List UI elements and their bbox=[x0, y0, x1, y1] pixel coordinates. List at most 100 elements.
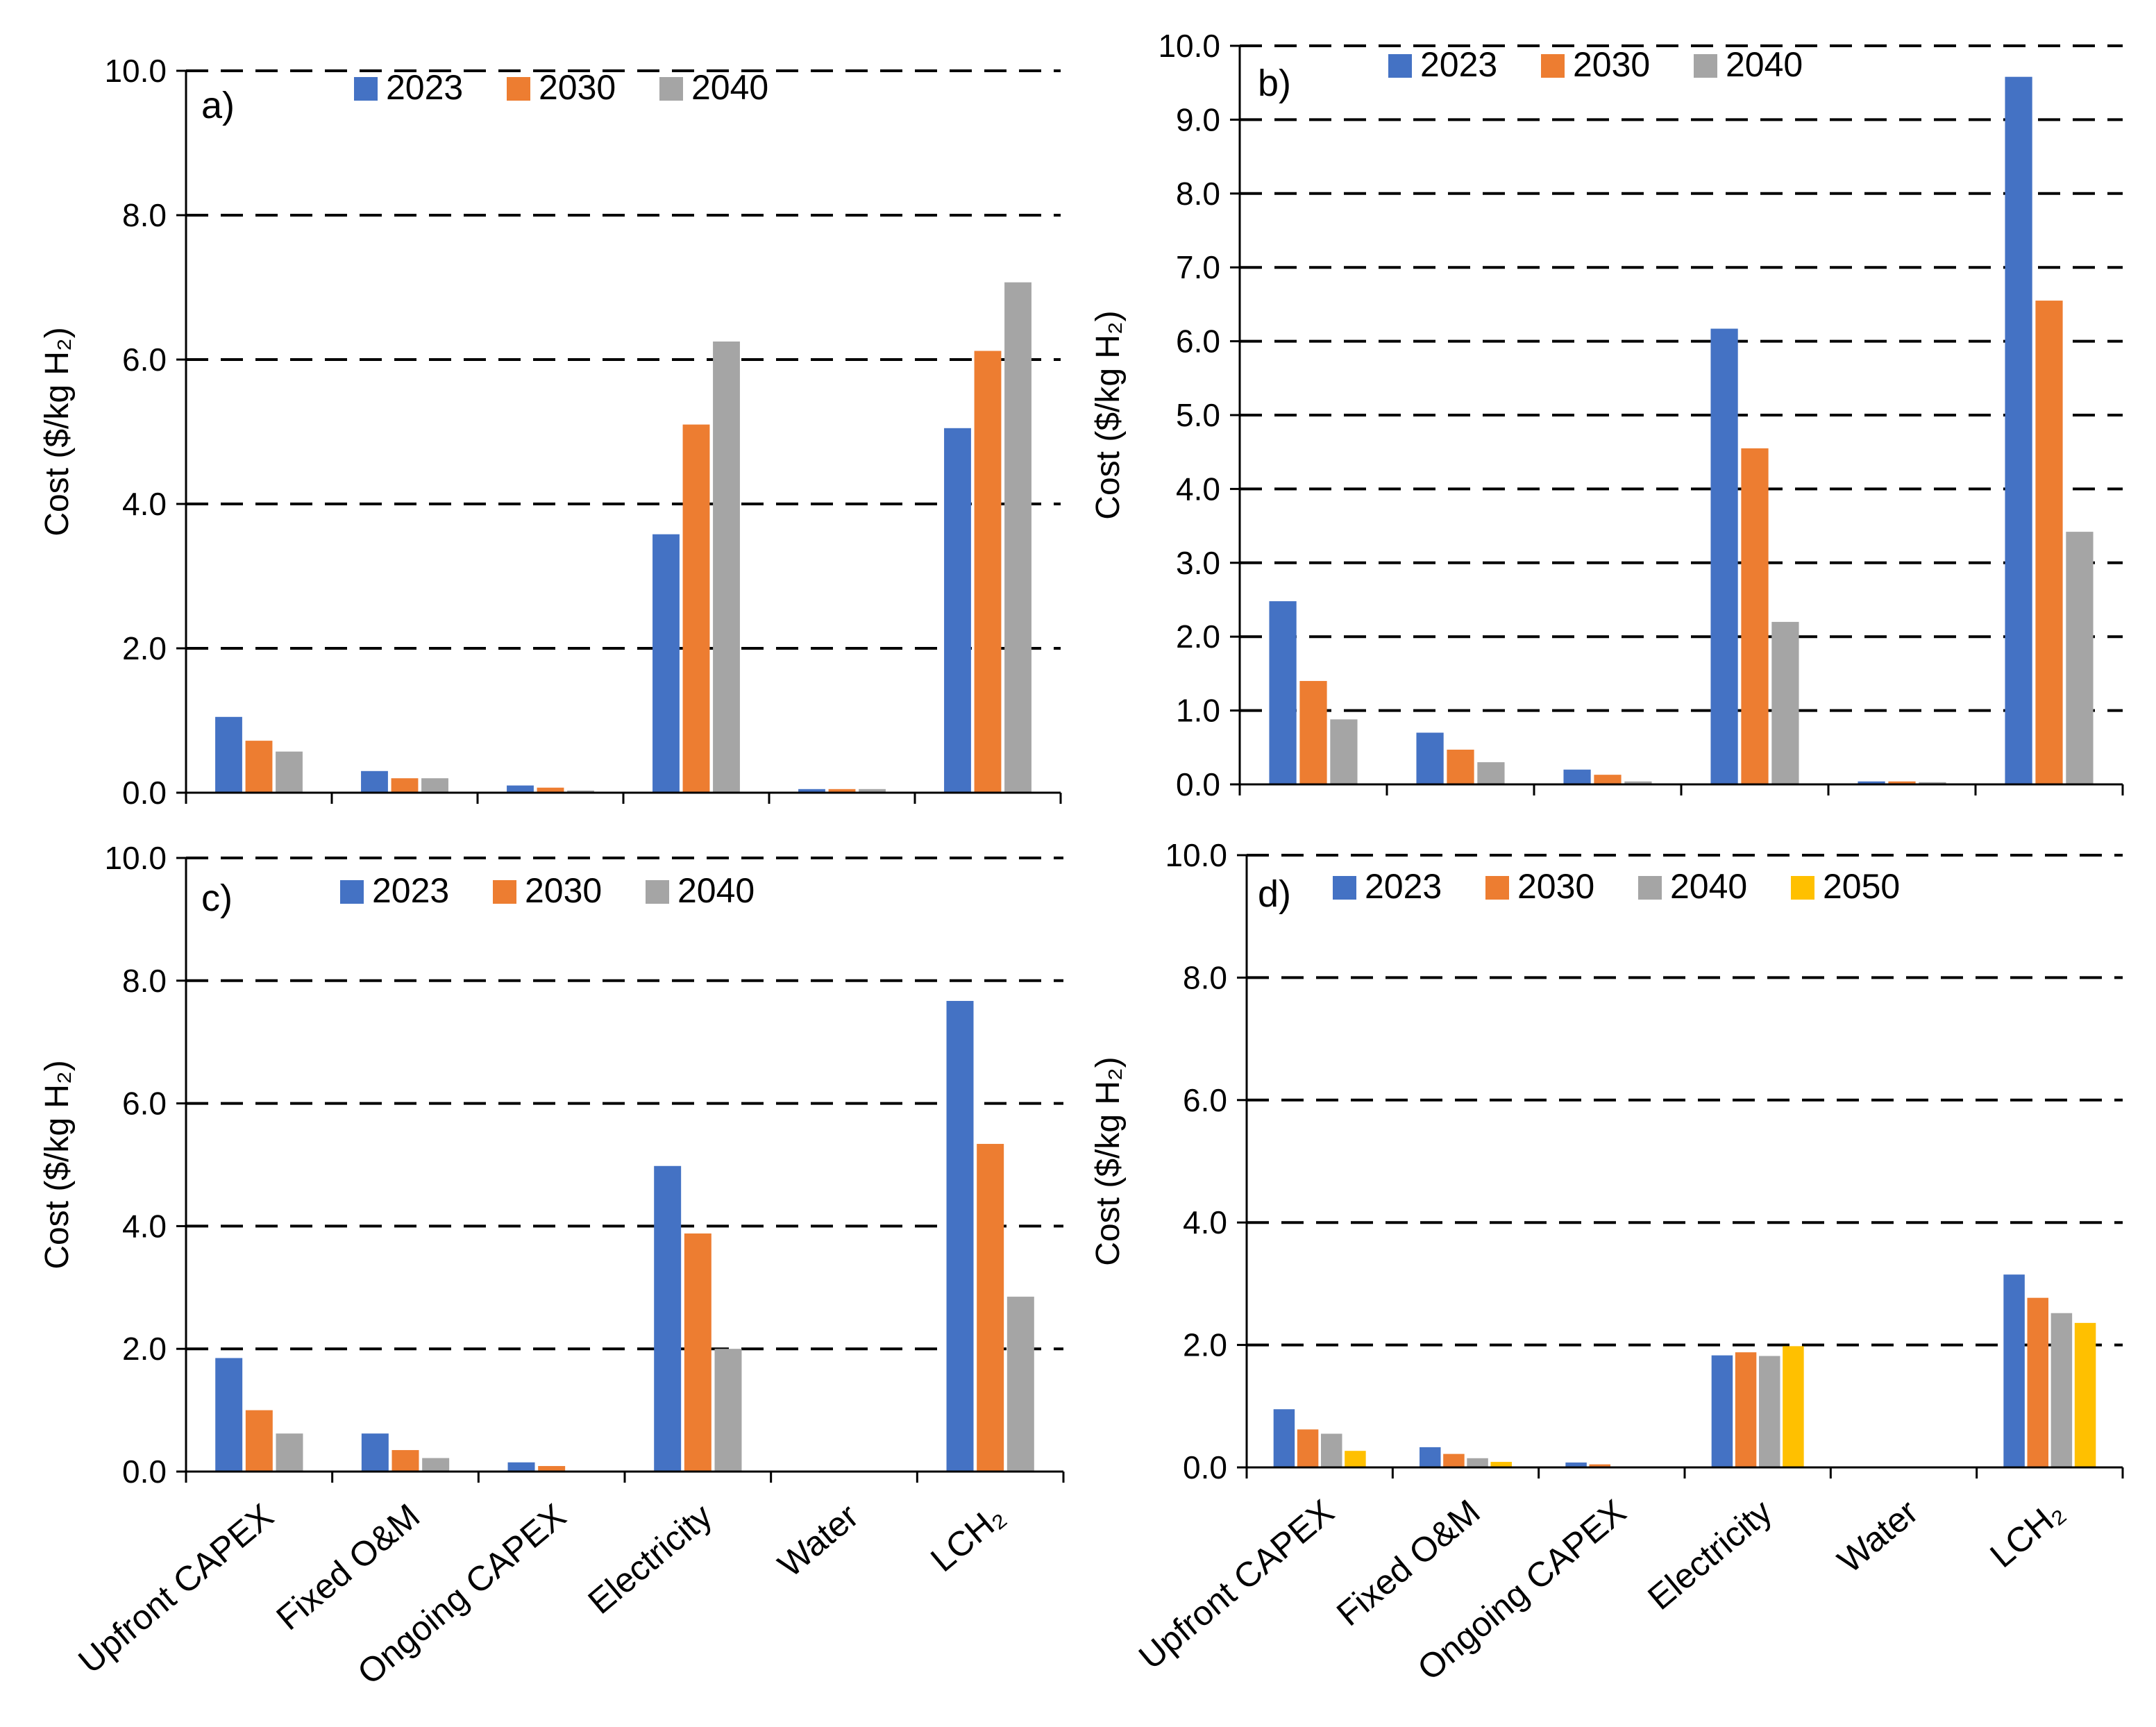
bar-2030-3 bbox=[1741, 448, 1769, 784]
y-tick-label: 10.0 bbox=[1165, 837, 1227, 873]
bar-2030-5 bbox=[2027, 1297, 2049, 1467]
bar-2023-4 bbox=[1858, 781, 1885, 784]
bar-2023-3 bbox=[652, 534, 680, 793]
y-tick-label: 10.0 bbox=[104, 53, 167, 89]
x-tick-label: Upfront CAPEX bbox=[1131, 1492, 1341, 1677]
y-tick-label: 4.0 bbox=[1183, 1204, 1227, 1240]
legend-swatch-2030 bbox=[1541, 54, 1565, 78]
bar-2040-4 bbox=[859, 789, 886, 793]
y-tick-label: 6.0 bbox=[1176, 323, 1220, 360]
y-tick-label: 4.0 bbox=[122, 1208, 167, 1244]
bar-2040-5 bbox=[2050, 1313, 2073, 1467]
bar-2040-1 bbox=[421, 778, 448, 793]
y-tick-label: 9.0 bbox=[1176, 101, 1220, 137]
bar-2030-4 bbox=[828, 789, 856, 793]
y-tick-label: 2.0 bbox=[122, 1331, 167, 1367]
x-tick-label: Upfront CAPEX bbox=[71, 1497, 280, 1681]
legend-swatch-2023 bbox=[1388, 54, 1412, 78]
y-tick-label: 6.0 bbox=[122, 1086, 167, 1122]
bar-2023-4 bbox=[798, 789, 825, 793]
bar-2023-0 bbox=[215, 1358, 243, 1472]
y-axis-label: Cost ($/kg H₂) bbox=[39, 327, 76, 536]
panel-label: c) bbox=[201, 877, 233, 919]
bar-2023-3 bbox=[1711, 1355, 1733, 1467]
y-tick-label: 3.0 bbox=[1176, 545, 1220, 581]
x-tick-label: Electricity bbox=[1640, 1492, 1779, 1617]
bar-2030-2 bbox=[538, 1466, 566, 1472]
bar-2030-0 bbox=[245, 741, 273, 793]
bar-2023-3 bbox=[654, 1165, 682, 1472]
panel-label: d) bbox=[1258, 873, 1291, 915]
bar-2030-5 bbox=[974, 351, 1002, 793]
bar-2040-1 bbox=[1467, 1458, 1488, 1467]
bar-2040-2 bbox=[1624, 781, 1652, 784]
legend-swatch-2023 bbox=[1333, 876, 1356, 900]
bar-2050-3 bbox=[1783, 1346, 1804, 1467]
bar-2030-2 bbox=[1589, 1464, 1611, 1467]
chart-panel-b: 0.0 1.0 2.0 3.0 4.0 5.0 6.0 7.0 8.0 9.0 10.0 Cost (… bbox=[1090, 28, 2124, 802]
bar-2030-4 bbox=[1888, 781, 1916, 784]
bar-2030-2 bbox=[537, 787, 564, 793]
bar-2040-2 bbox=[567, 790, 594, 793]
bar-2030-0 bbox=[245, 1410, 273, 1472]
x-tick-label: Water bbox=[1830, 1492, 1926, 1581]
legend-label: 2040 bbox=[1670, 867, 1747, 906]
legend-label: 2040 bbox=[677, 871, 755, 910]
legend-swatch-2030 bbox=[493, 880, 516, 904]
y-tick-label: 4.0 bbox=[1176, 471, 1220, 507]
legend-label: 2030 bbox=[1517, 867, 1594, 906]
y-tick-label: 2.0 bbox=[1176, 618, 1220, 655]
y-tick-label: 4.0 bbox=[122, 486, 167, 522]
y-tick-label: 8.0 bbox=[1183, 959, 1227, 995]
x-tick-label: Water bbox=[770, 1497, 866, 1585]
bar-2023-0 bbox=[1269, 601, 1297, 784]
y-tick-label: 8.0 bbox=[1176, 176, 1220, 212]
bar-2030-3 bbox=[1735, 1352, 1757, 1467]
bar-2040-3 bbox=[713, 342, 740, 793]
x-tick-label: Fixed O&M bbox=[1329, 1492, 1488, 1634]
bar-2030-5 bbox=[977, 1143, 1004, 1472]
y-tick-label: 0.0 bbox=[122, 775, 167, 811]
y-tick-label: 10.0 bbox=[104, 840, 167, 876]
bar-2040-0 bbox=[1320, 1433, 1342, 1467]
bar-2030-3 bbox=[684, 1233, 711, 1472]
legend-swatch-2040 bbox=[1694, 54, 1717, 78]
bar-2040-1 bbox=[422, 1458, 450, 1472]
bar-2050-0 bbox=[1345, 1451, 1366, 1467]
y-tick-label: 6.0 bbox=[1183, 1082, 1227, 1118]
legend-swatch-2023 bbox=[354, 77, 378, 101]
bar-2023-0 bbox=[1273, 1409, 1295, 1467]
bar-2023-3 bbox=[1710, 328, 1738, 785]
y-tick-label: 1.0 bbox=[1176, 693, 1220, 729]
bar-2023-5 bbox=[944, 428, 971, 793]
bar-2030-0 bbox=[1299, 681, 1327, 784]
bar-2023-1 bbox=[361, 770, 388, 793]
bar-2023-2 bbox=[1565, 1462, 1587, 1467]
legend-swatch-2040 bbox=[659, 77, 683, 101]
bar-2040-0 bbox=[276, 751, 303, 793]
bar-2040-3 bbox=[1771, 621, 1799, 784]
legend-label: 2023 bbox=[1365, 867, 1442, 906]
bar-2040-3 bbox=[1758, 1356, 1780, 1467]
bar-2030-3 bbox=[682, 424, 710, 793]
y-axis-label: Cost ($/kg H₂) bbox=[1090, 1056, 1127, 1265]
bar-2040-5 bbox=[2066, 532, 2094, 784]
x-tick-label: Electricity bbox=[581, 1497, 720, 1621]
y-tick-label: 2.0 bbox=[1183, 1327, 1227, 1363]
legend-label: 2023 bbox=[372, 871, 449, 910]
legend-swatch-2040 bbox=[646, 880, 669, 904]
x-tick-label: LCH₂ bbox=[923, 1497, 1011, 1580]
legend-swatch-2050 bbox=[1791, 876, 1814, 900]
y-tick-label: 8.0 bbox=[122, 963, 167, 999]
bar-2023-1 bbox=[1416, 732, 1444, 784]
bar-2040-4 bbox=[1919, 782, 1946, 784]
y-tick-label: 7.0 bbox=[1176, 249, 1220, 285]
legend-label: 2040 bbox=[1726, 45, 1803, 84]
bar-2030-1 bbox=[1447, 749, 1474, 784]
panel-label: b) bbox=[1258, 62, 1291, 104]
y-tick-label: 5.0 bbox=[1176, 397, 1220, 433]
bar-2030-2 bbox=[1594, 775, 1622, 784]
